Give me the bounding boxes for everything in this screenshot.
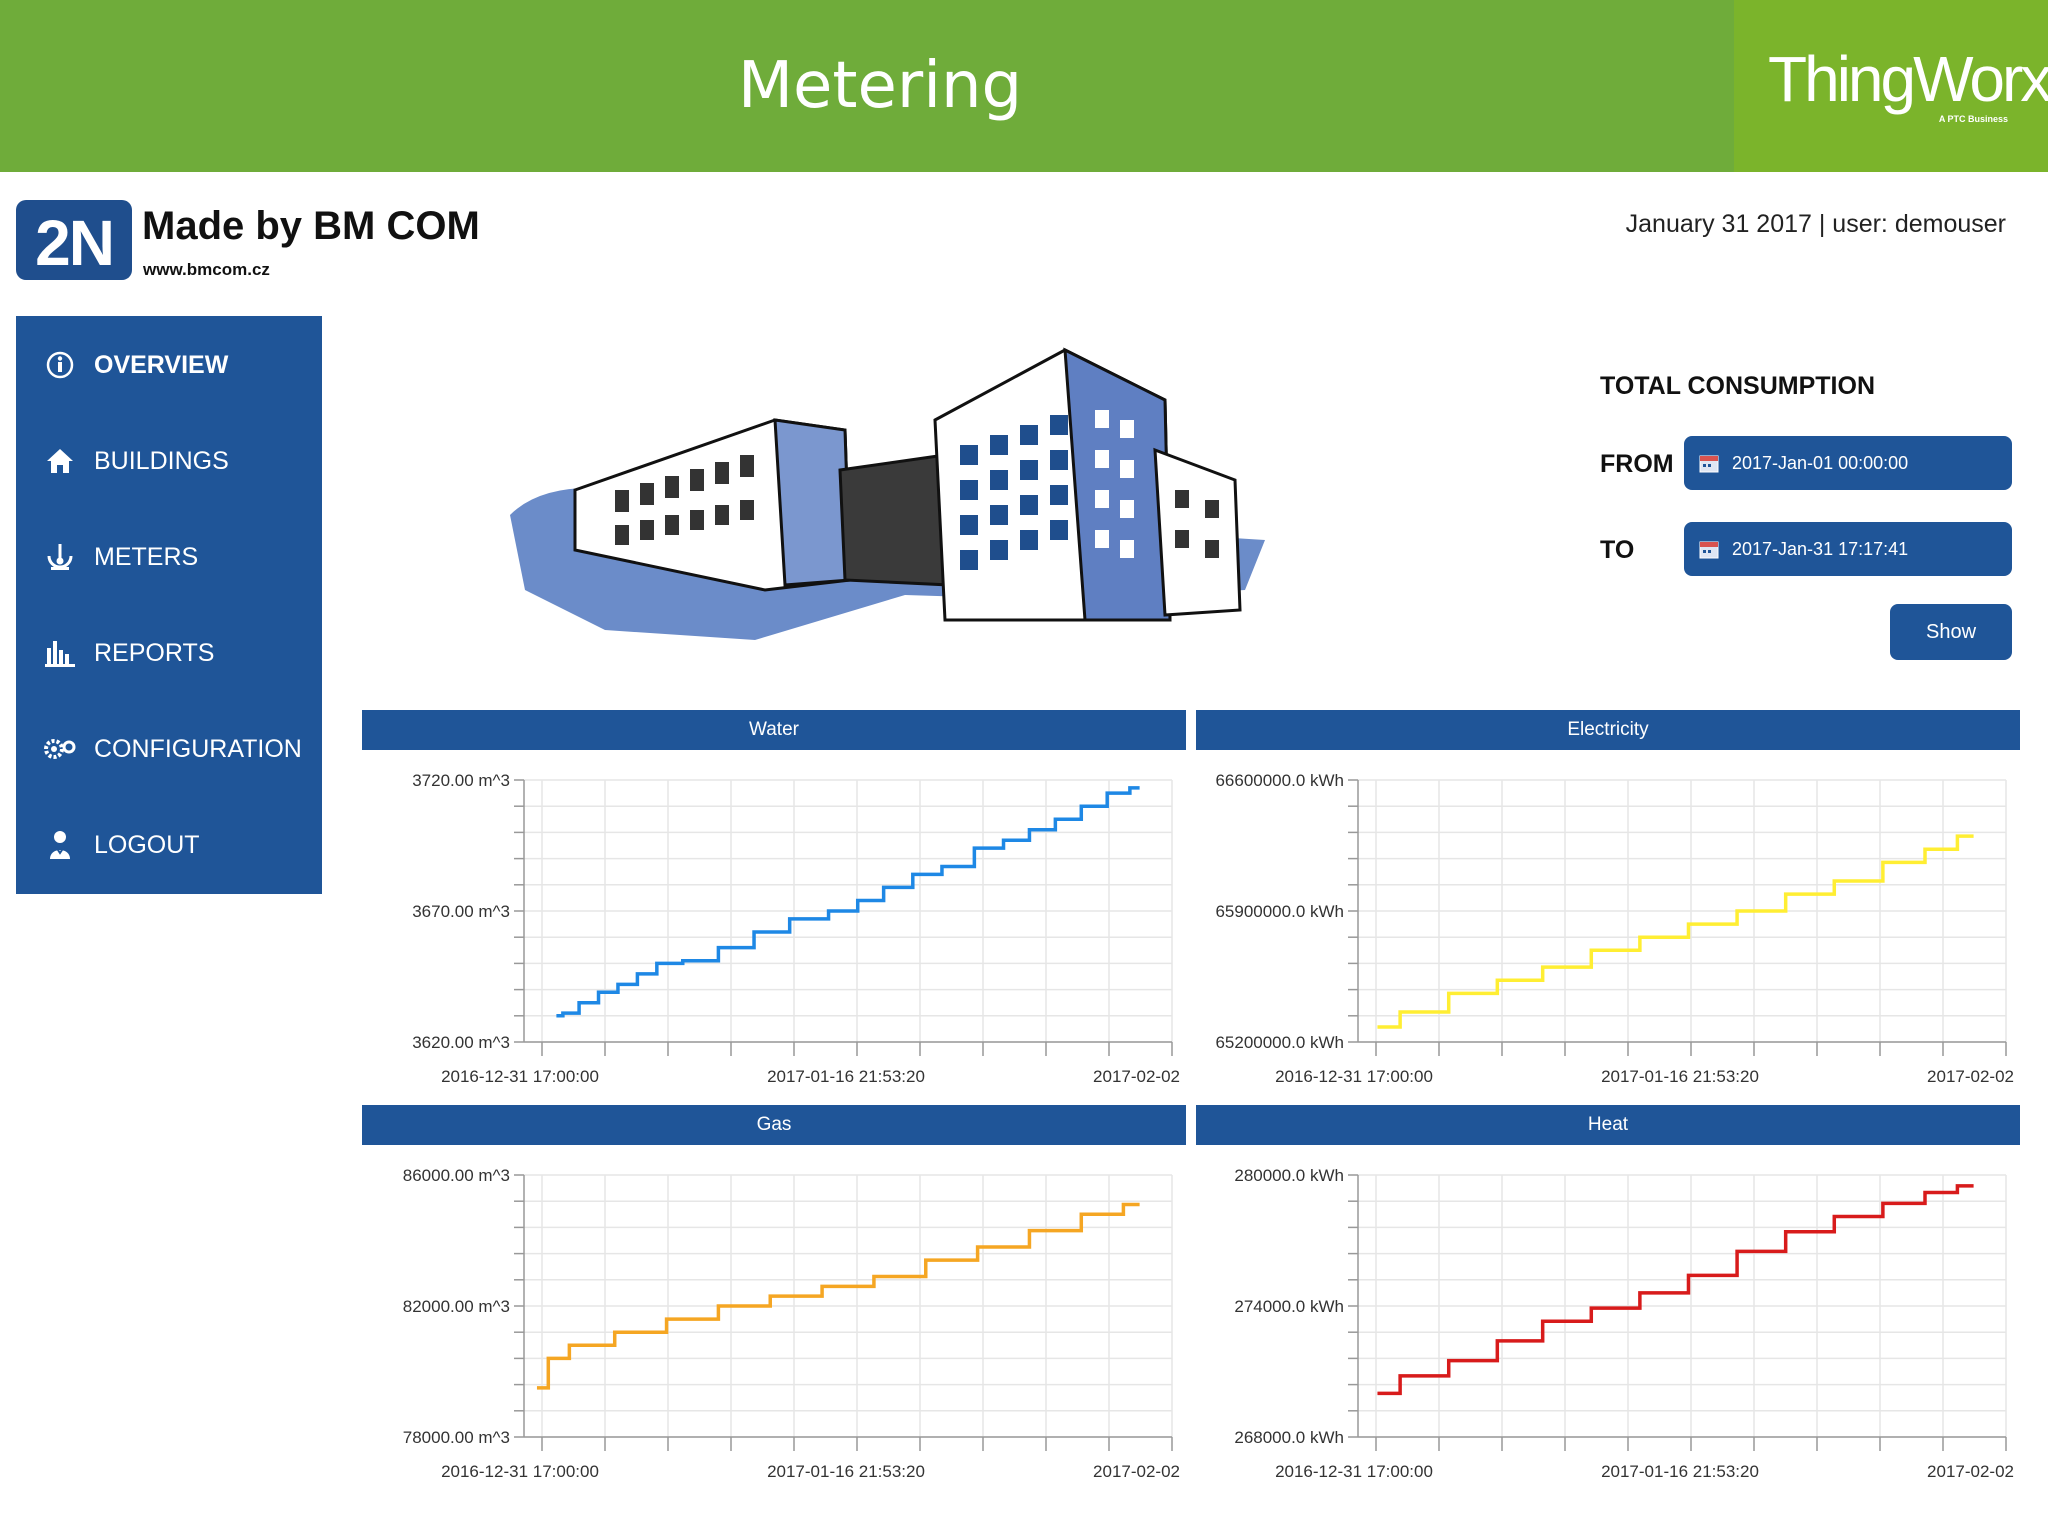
sidebar-item-overview[interactable]: OVERVIEW [16, 333, 322, 397]
x-tick-label: 2017-02-02 [1093, 1462, 1180, 1481]
y-tick-label: 268000.0 kWh [1234, 1428, 1344, 1447]
chart-grid [1348, 779, 2007, 1056]
x-tick-label: 2017-01-16 21:53:20 [1601, 1462, 1759, 1481]
thingworx-logo: ThingWorx A PTC Business [1734, 0, 2048, 172]
series-line [536, 1202, 1140, 1390]
calendar-icon[interactable] [1698, 452, 1720, 474]
water-chart-title: Water [362, 710, 1186, 750]
total-consumption-title: TOTAL CONSUMPTION [1600, 372, 1875, 400]
sidebar-item-label: REPORTS [94, 638, 215, 667]
bar-chart-icon [42, 635, 78, 671]
y-tick-label: 3620.00 m^3 [412, 1033, 510, 1052]
from-label: FROM [1600, 450, 1674, 478]
y-tick-label: 86000.00 m^3 [403, 1166, 510, 1185]
y-tick-label: 78000.00 m^3 [403, 1428, 510, 1447]
y-tick-label: 65900000.0 kWh [1215, 902, 1344, 921]
y-tick-label: 274000.0 kWh [1234, 1297, 1344, 1316]
y-tick-label: 82000.00 m^3 [403, 1297, 510, 1316]
chart-grid [514, 779, 1173, 1056]
y-tick-label: 280000.0 kWh [1234, 1166, 1344, 1185]
electricity-chart-panel: Electricity 66600000.0 kWh 65900000.0 kWh… [1196, 710, 2020, 1090]
building-illustration [505, 340, 1275, 650]
to-label: TO [1600, 536, 1635, 564]
sidebar-item-label: OVERVIEW [94, 350, 229, 379]
sidebar-item-configuration[interactable]: CONFIGURATION [16, 717, 322, 781]
date-user-line: January 31 2017 | user: demouser [1625, 210, 2006, 238]
meter-icon [42, 539, 78, 575]
brand-url: www.bmcom.cz [143, 260, 270, 279]
x-tick-label: 2016-12-31 17:00:00 [1275, 1067, 1433, 1086]
thingworx-logo-sub: A PTC Business [1938, 114, 2008, 124]
thingworx-logo-text: ThingWorx [1768, 43, 2048, 115]
sidebar-item-label: BUILDINGS [94, 446, 229, 475]
to-date-field[interactable]: 2017-Jan-31 17:17:41 [1684, 522, 2012, 576]
y-tick-label: 65200000.0 kWh [1215, 1033, 1344, 1052]
sidebar: OVERVIEW BUILDINGS METERS REPORTS CONFIG… [16, 316, 322, 894]
chart-grid [514, 1174, 1173, 1451]
water-chart: 3720.00 m^3 3670.00 m^3 3620.00 m^3 2016-12… [412, 771, 1180, 1086]
y-tick-label: 3720.00 m^3 [412, 771, 510, 790]
page-title: Metering [737, 49, 1023, 123]
from-date-field[interactable]: 2017-Jan-01 00:00:00 [1684, 436, 2012, 490]
brand-title: Made by BM COM [142, 204, 480, 248]
x-tick-label: 2017-01-16 21:53:20 [767, 1462, 925, 1481]
2n-logo-text: 2N [35, 207, 115, 279]
electricity-chart-title: Electricity [1196, 710, 2020, 750]
heat-chart: 280000.0 kWh 274000.0 kWh 268000.0 kWh 2016… [1234, 1166, 2014, 1481]
series-line [1377, 1184, 1974, 1396]
brand: 2N Made by BM COM www.bmcom.cz [16, 198, 516, 288]
sidebar-item-label: LOGOUT [94, 830, 200, 859]
sidebar-item-label: CONFIGURATION [94, 734, 302, 763]
home-icon [42, 443, 78, 479]
sidebar-item-label: METERS [94, 542, 199, 571]
gears-icon [42, 731, 78, 767]
x-tick-label: 2017-02-02 [1927, 1462, 2014, 1481]
sidebar-item-buildings[interactable]: BUILDINGS [16, 429, 322, 493]
heat-chart-panel: Heat 280000.0 kWh 274000.0 kWh 268000.0 kW… [1196, 1105, 2020, 1485]
sidebar-item-logout[interactable]: LOGOUT [16, 813, 322, 877]
calendar-icon[interactable] [1698, 538, 1720, 560]
heat-chart-title: Heat [1196, 1105, 2020, 1145]
gas-chart-panel: Gas 86000.00 m^3 82000.00 m^3 78000.00 m^3… [362, 1105, 1186, 1485]
x-tick-label: 2016-12-31 17:00:00 [1275, 1462, 1433, 1481]
series-line [1377, 834, 1974, 1029]
series-line [556, 786, 1140, 1018]
y-tick-label: 66600000.0 kWh [1215, 771, 1344, 790]
y-tick-label: 3670.00 m^3 [412, 902, 510, 921]
sidebar-item-reports[interactable]: REPORTS [16, 621, 322, 685]
x-tick-label: 2017-01-16 21:53:20 [1601, 1067, 1759, 1086]
from-date-value: 2017-Jan-01 00:00:00 [1732, 452, 1909, 473]
x-tick-label: 2016-12-31 17:00:00 [441, 1462, 599, 1481]
to-date-value: 2017-Jan-31 17:17:41 [1732, 538, 1909, 559]
info-icon [42, 347, 78, 383]
show-button[interactable]: Show [1890, 604, 2012, 660]
electricity-chart: 66600000.0 kWh 65900000.0 kWh 65200000.0 k… [1215, 771, 2014, 1086]
sidebar-item-meters[interactable]: METERS [16, 525, 322, 589]
x-tick-label: 2016-12-31 17:00:00 [441, 1067, 599, 1086]
user-icon [42, 827, 78, 863]
water-chart-panel: Water 3720.00 m^3 3670.00 m^3 3620.00 m^3 2… [362, 710, 1186, 1090]
x-tick-label: 2017-02-02 [1927, 1067, 2014, 1086]
x-tick-label: 2017-01-16 21:53:20 [767, 1067, 925, 1086]
gas-chart: 86000.00 m^3 82000.00 m^3 78000.00 m^3 2016… [403, 1166, 1180, 1481]
top-header: Metering ThingWorx A PTC Business [0, 0, 2048, 172]
x-tick-label: 2017-02-02 [1093, 1067, 1180, 1086]
chart-grid [1348, 1174, 2007, 1451]
gas-chart-title: Gas [362, 1105, 1186, 1145]
2n-logo: 2N [16, 200, 132, 280]
